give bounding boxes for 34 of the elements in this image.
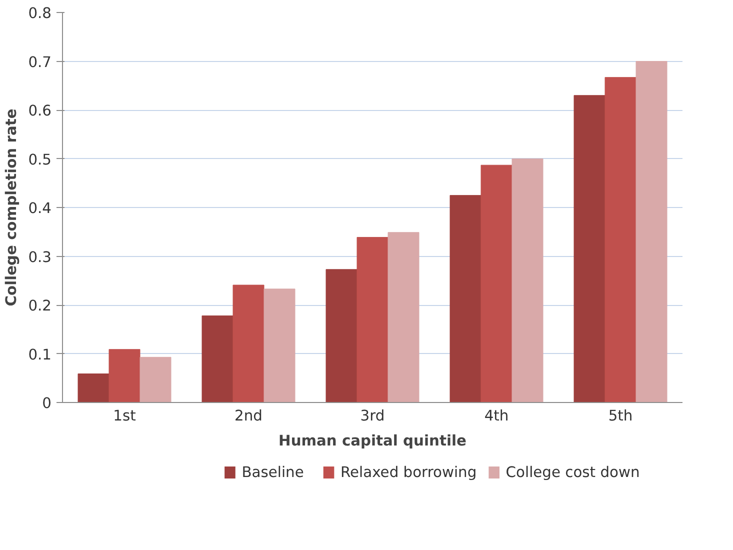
x-tick-label: 4th xyxy=(484,408,509,424)
y-tick-label: 0.8 xyxy=(28,5,52,22)
x-tick-label: 1st xyxy=(113,408,136,424)
bar xyxy=(480,164,512,402)
bar xyxy=(636,61,668,402)
legend-label: Relaxed borrowing xyxy=(340,464,477,481)
x-tick-label: 3rd xyxy=(360,408,385,424)
bar xyxy=(574,95,606,402)
y-tick-label: 0.3 xyxy=(28,248,52,266)
bar xyxy=(78,373,110,402)
bar xyxy=(450,195,482,402)
y-tick-label: 0.6 xyxy=(28,102,52,120)
bar xyxy=(604,77,636,402)
bar xyxy=(108,349,140,402)
bar xyxy=(388,232,420,402)
bar xyxy=(202,315,234,402)
x-tick-label: 2nd xyxy=(234,408,262,424)
bar xyxy=(140,356,172,402)
bar xyxy=(326,269,358,402)
bar xyxy=(512,158,544,402)
y-axis-title: College completion rate xyxy=(3,108,20,306)
y-tick-label: 0.4 xyxy=(28,200,52,217)
y-tick-label: 0 xyxy=(42,395,52,412)
bar xyxy=(264,288,296,402)
x-axis-title: Human capital quintile xyxy=(278,432,467,450)
legend-label: College cost down xyxy=(506,464,640,481)
bar xyxy=(356,236,388,402)
bar xyxy=(232,284,264,402)
legend-label: Baseline xyxy=(242,464,304,481)
y-tick-label: 0.7 xyxy=(28,54,52,71)
y-tick-label: 0.5 xyxy=(28,151,52,168)
y-tick-label: 0.2 xyxy=(28,298,52,314)
y-tick-label: 0.1 xyxy=(28,346,52,364)
x-tick-label: 5th xyxy=(608,408,633,424)
